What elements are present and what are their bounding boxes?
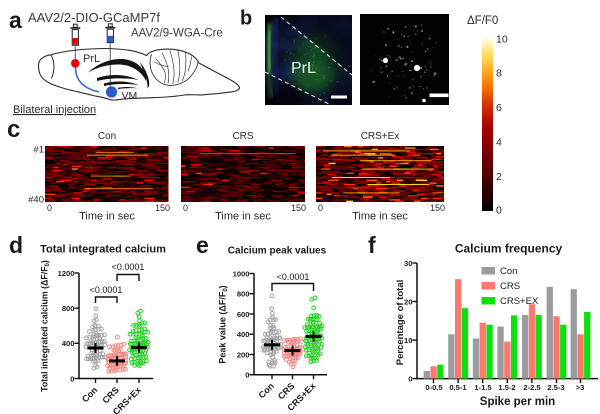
- svg-text:2.5-3: 2.5-3: [547, 383, 564, 392]
- svg-text:Time in sec: Time in sec: [79, 211, 135, 223]
- svg-text:<0.0001: <0.0001: [277, 272, 310, 282]
- svg-text:0: 0: [496, 205, 502, 217]
- svg-text:0: 0: [408, 375, 412, 384]
- svg-text:400: 400: [237, 330, 250, 339]
- svg-text:>3: >3: [576, 383, 585, 392]
- svg-text:1.5-2: 1.5-2: [498, 383, 515, 392]
- svg-text:0: 0: [318, 203, 323, 213]
- svg-text:CRS: CRS: [500, 281, 520, 292]
- svg-text:150: 150: [155, 203, 170, 213]
- svg-text:Bilateral injection: Bilateral injection: [13, 104, 96, 116]
- svg-text:800: 800: [62, 304, 75, 313]
- svg-text:30: 30: [404, 259, 412, 268]
- svg-text:0: 0: [47, 203, 52, 213]
- svg-text:200: 200: [237, 350, 250, 359]
- svg-text:<0.0001: <0.0001: [112, 262, 145, 272]
- svg-text:10: 10: [404, 336, 412, 345]
- svg-text:Total integrated calcium (ΔF/F: Total integrated calcium (ΔF/F0): [40, 260, 52, 392]
- svg-text:PrL: PrL: [83, 53, 100, 65]
- svg-text:400: 400: [62, 339, 75, 348]
- svg-text:d: d: [9, 232, 23, 258]
- svg-text:150: 150: [430, 203, 445, 213]
- svg-text:2-2.5: 2-2.5: [523, 383, 541, 392]
- svg-text:Calcium frequency: Calcium frequency: [455, 242, 563, 256]
- svg-text:0.5-1: 0.5-1: [449, 383, 467, 392]
- svg-text:e: e: [196, 232, 209, 258]
- svg-text:4: 4: [496, 137, 502, 149]
- svg-text:1-1.5: 1-1.5: [474, 383, 492, 392]
- svg-text:Spike per min: Spike per min: [480, 396, 555, 408]
- svg-text:1000: 1000: [233, 269, 250, 278]
- svg-text:Con: Con: [500, 266, 517, 277]
- svg-text:0: 0: [245, 371, 249, 380]
- svg-text:Time in sec: Time in sec: [352, 211, 408, 223]
- svg-text:Con: Con: [98, 131, 116, 142]
- svg-text:800: 800: [237, 290, 250, 299]
- svg-text:CRS: CRS: [232, 131, 253, 142]
- svg-text:600: 600: [237, 310, 250, 319]
- svg-text:2: 2: [496, 171, 502, 183]
- svg-text:Calcium peak values: Calcium peak values: [228, 246, 327, 257]
- svg-text:CRS+EX: CRS+EX: [500, 296, 539, 307]
- svg-text:f: f: [368, 232, 376, 258]
- svg-text:1200: 1200: [58, 269, 75, 278]
- svg-text:Peak value (ΔF/F0): Peak value (ΔF/F0): [218, 285, 230, 363]
- svg-text:0: 0: [183, 203, 188, 213]
- svg-text:CRS+Ex: CRS+Ex: [361, 131, 400, 142]
- svg-text:8: 8: [496, 68, 502, 80]
- svg-text:0: 0: [70, 374, 74, 383]
- svg-text:150: 150: [291, 203, 306, 213]
- svg-text:AAV2/9-WGA-Cre: AAV2/9-WGA-Cre: [131, 28, 223, 40]
- svg-text:a: a: [9, 7, 22, 33]
- svg-text:Percentage of total: Percentage of total: [395, 280, 406, 366]
- svg-text:#1: #1: [33, 145, 44, 156]
- svg-text:c: c: [7, 116, 20, 143]
- svg-text:<0.0001: <0.0001: [90, 285, 123, 295]
- svg-text:ΔF/F0: ΔF/F0: [467, 15, 498, 27]
- svg-text:10: 10: [496, 34, 508, 46]
- svg-text:Total integrated calcium: Total integrated calcium: [40, 244, 166, 256]
- svg-text:Time in sec: Time in sec: [215, 211, 271, 223]
- svg-text:0-0.5: 0-0.5: [425, 383, 443, 392]
- svg-text:AAV2/2-DIO-GCaMP7f: AAV2/2-DIO-GCaMP7f: [28, 10, 160, 25]
- svg-text:6: 6: [496, 102, 502, 114]
- svg-text:PrL: PrL: [291, 60, 316, 77]
- svg-text:20: 20: [404, 297, 412, 306]
- svg-text:VM: VM: [122, 90, 138, 102]
- svg-text:#40: #40: [28, 195, 44, 206]
- svg-text:b: b: [240, 8, 252, 30]
